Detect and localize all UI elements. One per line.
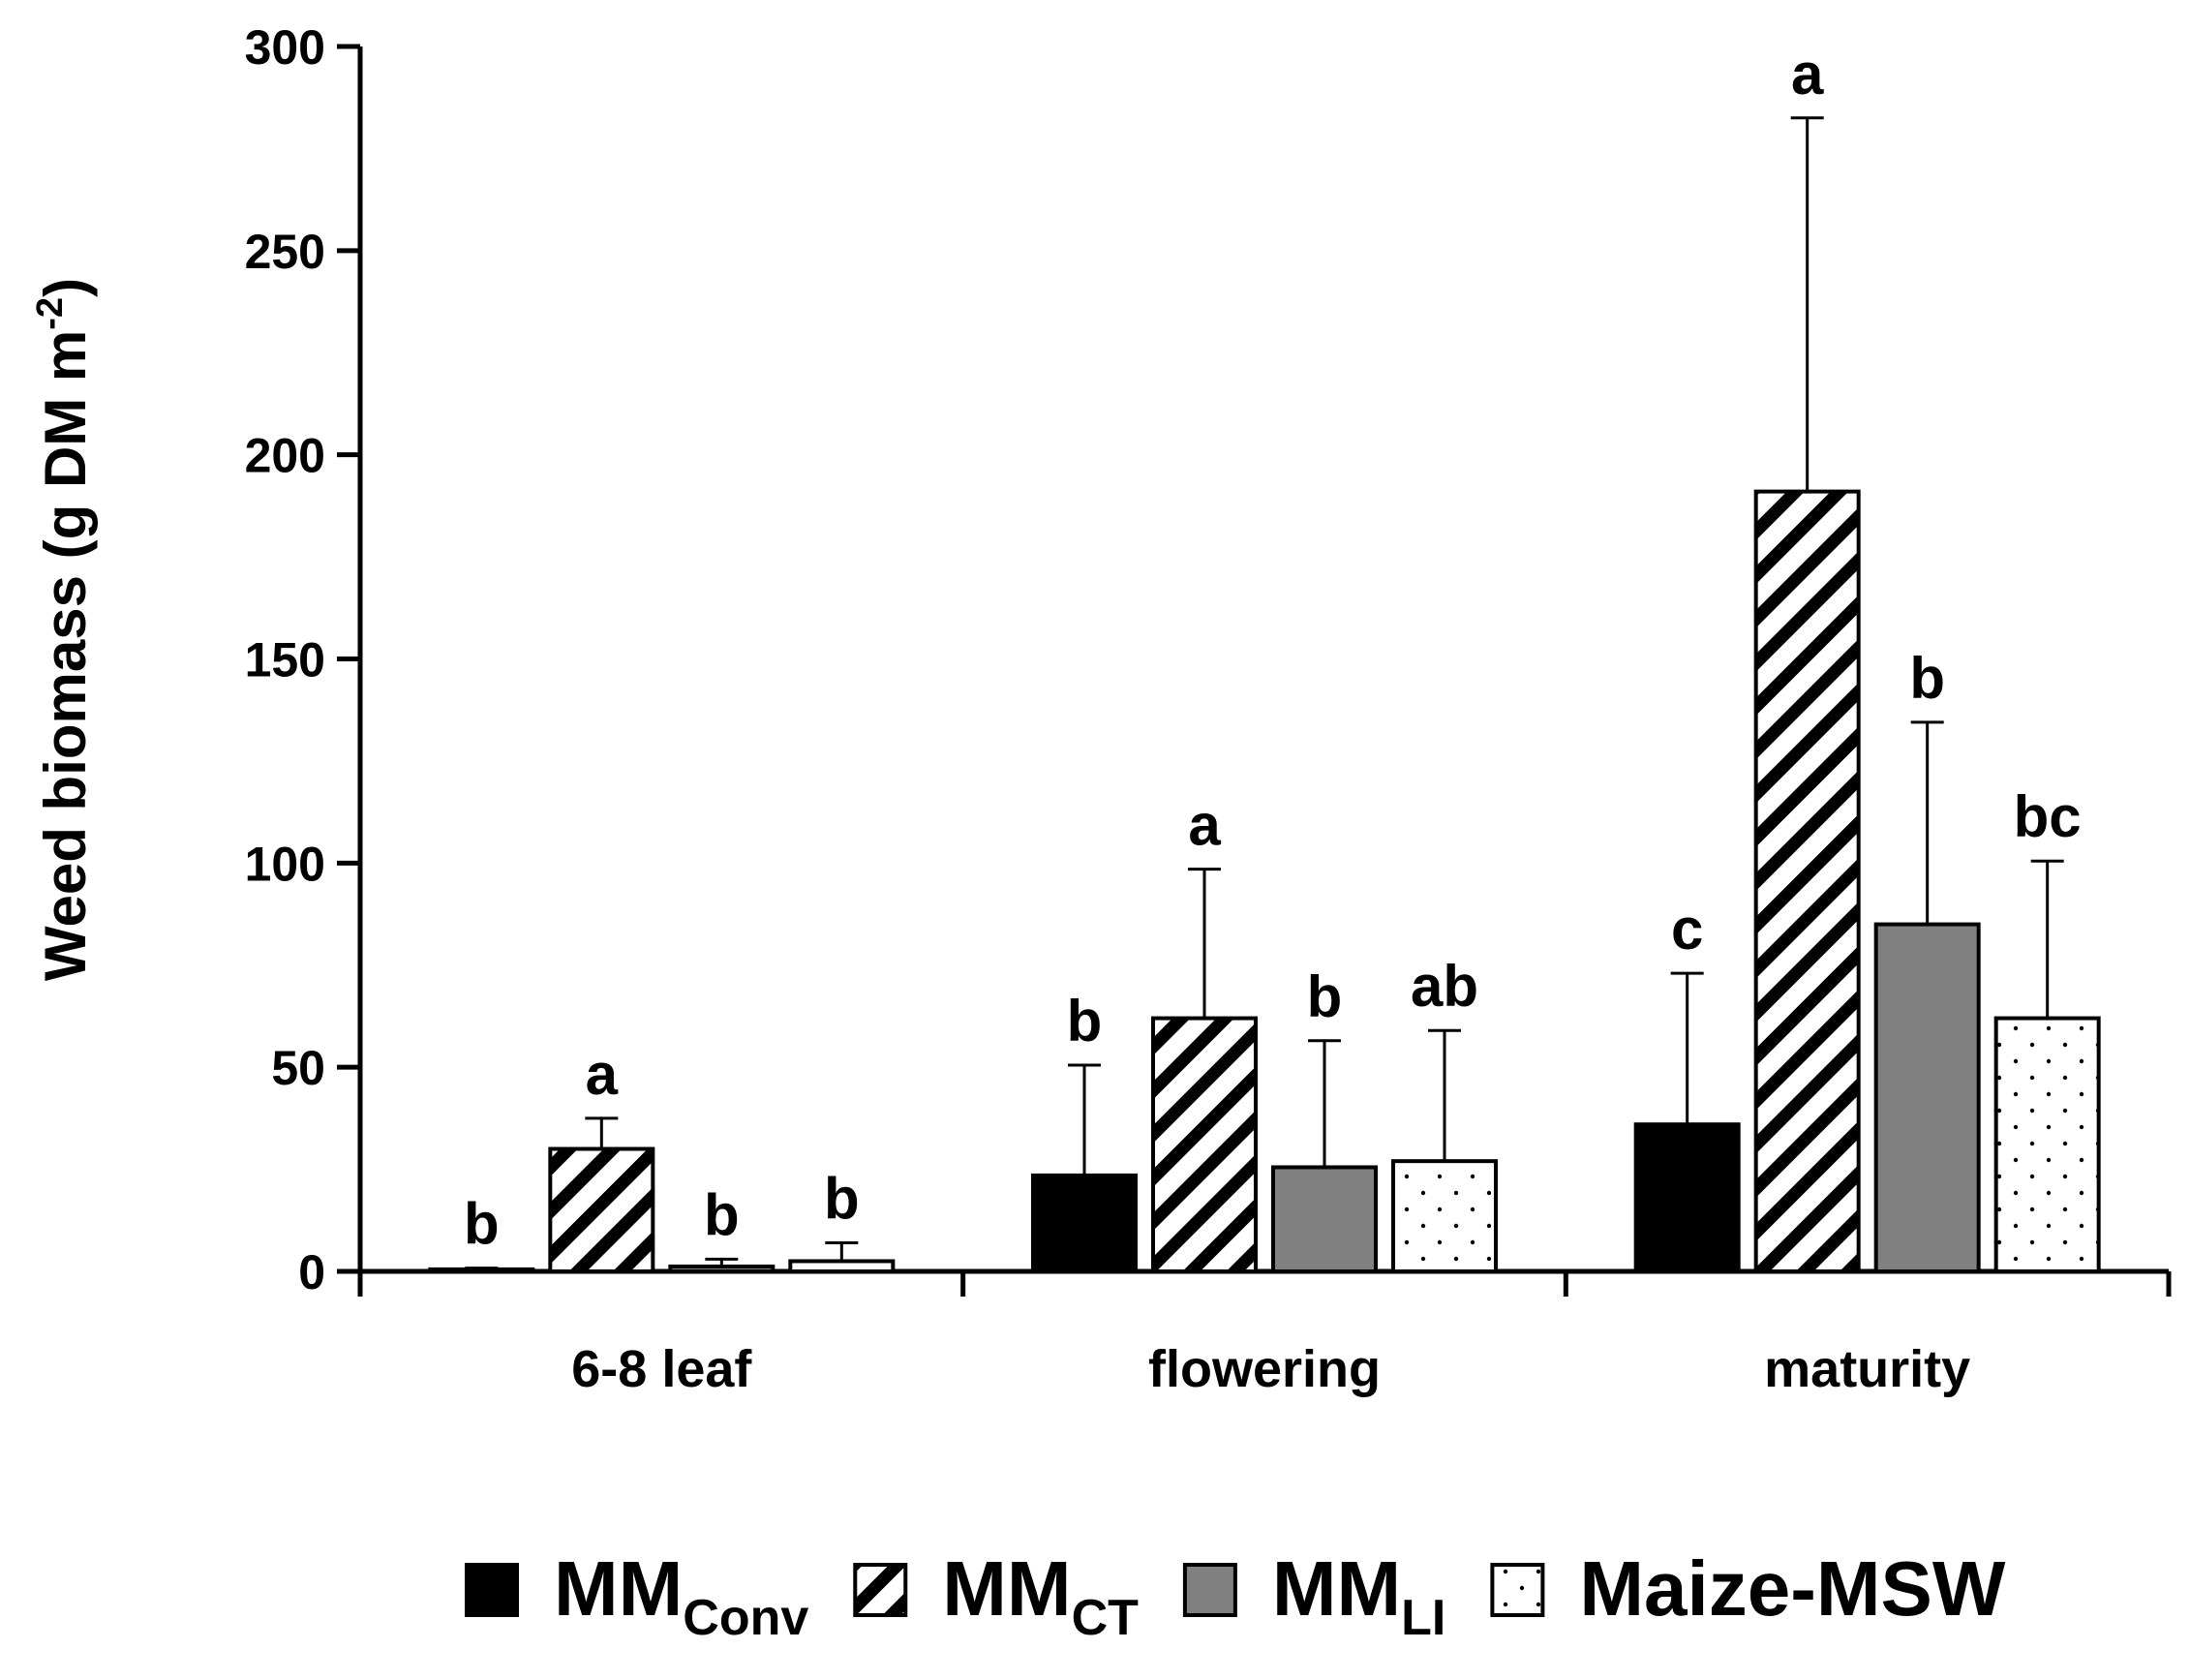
bar (1993, 1016, 2101, 1273)
significance-letter: a (586, 1042, 619, 1107)
error-bars (465, 116, 2064, 1270)
axes: 0 50 100 150 200 250 300 6-8 leaf flowering matur… (245, 20, 2172, 1398)
bar (1633, 1122, 1741, 1273)
y-tick-label: 300 (245, 20, 325, 75)
significance-letter: a (1791, 42, 1824, 107)
legend-label: Maize-MSW (1579, 1545, 2005, 1632)
y-axis-title-sup: -2 (30, 297, 71, 330)
legend-swatch (1182, 1563, 1237, 1617)
bar (668, 1264, 776, 1273)
legend-swatch (853, 1563, 908, 1617)
y-tick-label: 250 (245, 225, 325, 279)
bar (1151, 1016, 1258, 1273)
y-tick-label: 100 (245, 837, 325, 891)
significance-letter: b (1307, 964, 1343, 1029)
x-category-label: maturity (1764, 1340, 1970, 1398)
bar (788, 1259, 896, 1274)
y-tick-label: 200 (245, 429, 325, 483)
x-category-label: flowering (1148, 1340, 1381, 1398)
significance-letter: b (824, 1166, 860, 1231)
bar (428, 1267, 535, 1274)
y-axis-title-text: Weed biomass (g DM m (33, 330, 98, 981)
significance-letter: b (464, 1192, 500, 1257)
y-tick-label: 50 (271, 1041, 325, 1095)
significance-letter: c (1671, 897, 1703, 962)
legend-label: MMLI (1272, 1545, 1446, 1646)
bar (548, 1146, 655, 1273)
legend: MMConv MMCT MMLI Maize-MSW (465, 1545, 2006, 1646)
significance-letter: b (1909, 646, 1945, 711)
legend-label: MMCT (942, 1545, 1139, 1646)
legend-label: MMConv (554, 1545, 808, 1646)
bar (1873, 922, 1981, 1273)
bar (1753, 489, 1861, 1274)
bar (1271, 1165, 1378, 1273)
x-category-label: 6-8 leaf (571, 1340, 752, 1398)
bar (1391, 1159, 1498, 1274)
significance-letter: b (1067, 989, 1103, 1054)
significance-letter: bc (2014, 784, 2082, 849)
bars (428, 489, 2101, 1274)
bar (1031, 1173, 1138, 1273)
y-tick-label: 0 (298, 1245, 325, 1299)
y-axis-title: Weed biomass (g DM m-2) (30, 278, 98, 981)
significance-letter: ab (1411, 954, 1478, 1019)
significance-letter: b (704, 1182, 740, 1247)
y-axis-title-end: ) (33, 278, 98, 297)
legend-swatch (1490, 1563, 1545, 1617)
significance-letter: a (1188, 793, 1221, 858)
y-tick-label: 150 (245, 633, 325, 687)
legend-swatch (465, 1563, 519, 1617)
svg-text:Weed biomass (g DM m-2): Weed biomass (g DM m-2) (30, 278, 98, 981)
